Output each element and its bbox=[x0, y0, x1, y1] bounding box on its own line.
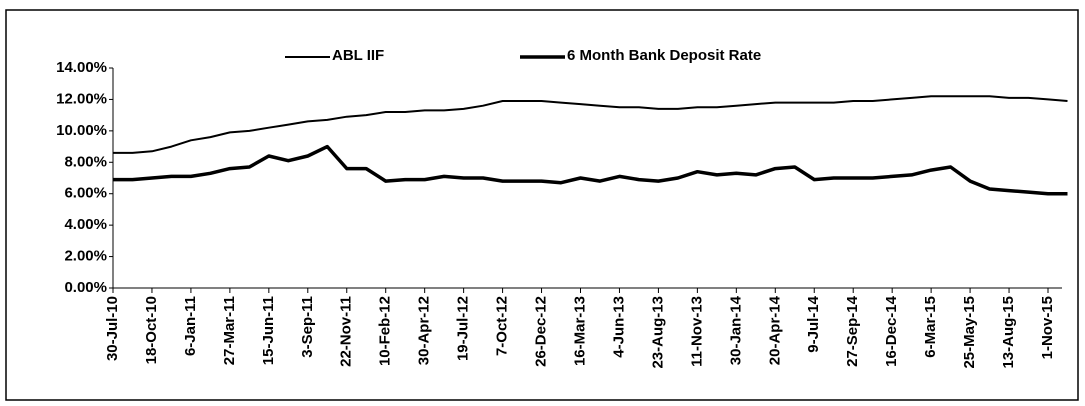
x-tick-label: 18-Oct-10 bbox=[143, 296, 160, 364]
x-tick-label: 26-Dec-12 bbox=[533, 296, 550, 367]
x-tick-label: 3-Sep-11 bbox=[299, 296, 316, 358]
legend-label: ABL IIF bbox=[332, 47, 384, 64]
x-tick-label: 27-Mar-11 bbox=[221, 296, 238, 365]
x-tick-label: 30-Jul-10 bbox=[104, 296, 121, 361]
x-tick-label: 1-Nov-15 bbox=[1039, 296, 1056, 359]
series-line bbox=[113, 95, 1068, 154]
x-tick-label: 30-Jan-14 bbox=[727, 295, 744, 365]
x-tick-label: 25-May-15 bbox=[961, 296, 978, 369]
y-tick-label: 6.00% bbox=[64, 185, 107, 202]
legend-label: 6 Month Bank Deposit Rate bbox=[567, 47, 761, 64]
x-tick-label: 10-Feb-12 bbox=[377, 296, 394, 366]
y-tick-label: 0.00% bbox=[64, 279, 107, 296]
x-tick-label: 30-Apr-12 bbox=[416, 296, 433, 365]
y-tick-label: 12.00% bbox=[56, 90, 107, 107]
x-tick-label: 11-Nov-13 bbox=[688, 296, 705, 367]
x-tick-label: 6-Mar-15 bbox=[922, 296, 939, 358]
series-line bbox=[113, 144, 1068, 196]
x-tick-label: 22-Nov-11 bbox=[338, 296, 355, 367]
y-tick-label: 4.00% bbox=[64, 216, 107, 233]
x-tick-label: 27-Sep-14 bbox=[844, 295, 861, 367]
x-tick-label: 15-Jun-11 bbox=[260, 296, 277, 365]
x-tick-label: 20-Apr-14 bbox=[766, 295, 783, 365]
x-tick-label: 16-Mar-13 bbox=[571, 296, 588, 366]
x-tick-label: 13-Aug-15 bbox=[1000, 296, 1017, 369]
y-tick-label: 8.00% bbox=[64, 153, 107, 170]
y-tick-label: 10.00% bbox=[56, 122, 107, 139]
y-tick-label: 14.00% bbox=[56, 59, 107, 76]
x-tick-label: 9-Jul-14 bbox=[805, 295, 822, 352]
x-tick-label: 16-Dec-14 bbox=[883, 295, 900, 367]
y-tick-label: 2.00% bbox=[64, 248, 107, 265]
x-tick-label: 23-Aug-13 bbox=[649, 296, 666, 369]
x-tick-label: 6-Jan-11 bbox=[182, 296, 199, 356]
x-tick-label: 4-Jun-13 bbox=[610, 296, 627, 358]
chart-border bbox=[5, 9, 1079, 401]
x-tick-label: 7-Oct-12 bbox=[494, 296, 511, 356]
x-tick-label: 19-Jul-12 bbox=[455, 296, 472, 361]
